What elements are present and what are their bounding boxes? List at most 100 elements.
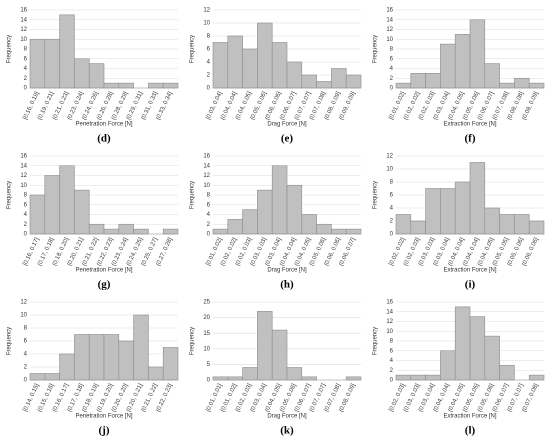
bar bbox=[316, 81, 332, 89]
y-tick-label: 2 bbox=[207, 73, 211, 79]
caption: (f) bbox=[465, 133, 476, 145]
y-tick-label: 0 bbox=[207, 378, 211, 384]
bar bbox=[410, 220, 426, 235]
x-tick-label: (0.22, 0.23] bbox=[156, 383, 174, 413]
y-tick-label: 6 bbox=[24, 339, 28, 345]
y-tick-label: 4 bbox=[207, 212, 211, 218]
bar bbox=[395, 214, 412, 235]
y-axis-label: Frequency bbox=[190, 327, 196, 355]
y-axis-label: Frequency bbox=[373, 181, 379, 209]
x-tick-label: (0.08, 0.09] bbox=[339, 383, 357, 413]
y-tick-label: 12 bbox=[386, 27, 393, 33]
y-tick-label: 16 bbox=[203, 154, 210, 160]
bar bbox=[440, 43, 456, 89]
x-tick-label: (0.09, 0.09] bbox=[339, 91, 357, 121]
y-tick-label: 16 bbox=[20, 154, 27, 160]
y-tick-label: 0 bbox=[24, 378, 28, 384]
bar bbox=[44, 373, 60, 381]
y-axis-label: Frequency bbox=[7, 327, 13, 355]
y-tick-label: 12 bbox=[203, 173, 210, 179]
y-tick-label: 16 bbox=[386, 300, 393, 306]
y-axis-label: Frequency bbox=[373, 35, 379, 63]
y-tick-label: 16 bbox=[386, 8, 393, 14]
bar bbox=[316, 223, 332, 235]
y-tick-label: 0 bbox=[390, 86, 394, 92]
y-tick-label: 14 bbox=[20, 17, 27, 23]
caption: (i) bbox=[465, 279, 476, 291]
bar bbox=[271, 329, 288, 381]
y-tick-label: 4 bbox=[24, 212, 28, 218]
y-tick-label: 6 bbox=[390, 193, 394, 199]
y-tick-label: 10 bbox=[20, 37, 27, 43]
bar bbox=[59, 165, 75, 235]
caption: (d) bbox=[97, 133, 111, 145]
y-tick-label: 0 bbox=[24, 232, 28, 238]
bar bbox=[162, 82, 179, 89]
x-axis-label: Extraction Force [N] bbox=[443, 122, 496, 128]
y-tick-label: 10 bbox=[203, 183, 210, 189]
x-axis-label: Penetration Force [N] bbox=[75, 268, 132, 274]
x-axis-label: Extraction Force [N] bbox=[443, 268, 496, 274]
bar bbox=[286, 61, 303, 89]
y-tick-label: 0 bbox=[207, 232, 211, 238]
bar bbox=[425, 374, 441, 381]
bar bbox=[88, 334, 105, 381]
bar bbox=[331, 68, 347, 89]
bar bbox=[103, 82, 120, 89]
bar bbox=[103, 228, 120, 235]
bar bbox=[118, 82, 134, 89]
y-tick-label: 10 bbox=[386, 167, 393, 173]
y-tick-label: 6 bbox=[207, 202, 211, 208]
bar bbox=[454, 181, 471, 235]
bar bbox=[331, 228, 347, 235]
x-axis-label: Penetration Force [N] bbox=[75, 414, 132, 420]
bar bbox=[212, 228, 229, 235]
bar bbox=[118, 340, 134, 381]
bar bbox=[469, 19, 486, 89]
bar bbox=[484, 207, 500, 235]
bar bbox=[425, 73, 441, 89]
bar bbox=[212, 376, 229, 381]
y-tick-label: 8 bbox=[24, 193, 28, 199]
y-axis-label: Frequency bbox=[7, 35, 13, 63]
bar bbox=[395, 374, 412, 381]
bar bbox=[59, 353, 75, 381]
x-tick-label: (0.07, 0.08] bbox=[522, 383, 540, 413]
y-tick-label: 8 bbox=[207, 34, 211, 40]
y-tick-label: 8 bbox=[390, 180, 394, 186]
y-tick-label: 2 bbox=[24, 222, 28, 228]
y-tick-label: 8 bbox=[390, 339, 394, 345]
bar bbox=[212, 42, 229, 89]
bar bbox=[88, 223, 105, 235]
bar bbox=[59, 14, 75, 89]
bar bbox=[469, 316, 486, 381]
y-tick-label: 10 bbox=[386, 37, 393, 43]
y-tick-label: 0 bbox=[24, 86, 28, 92]
bar bbox=[528, 82, 545, 89]
bar bbox=[162, 228, 179, 235]
y-tick-label: 4 bbox=[390, 206, 394, 212]
bar bbox=[162, 347, 179, 381]
bar bbox=[227, 376, 243, 381]
y-tick-label: 6 bbox=[390, 56, 394, 62]
caption: (l) bbox=[465, 425, 476, 437]
y-axis-label: Frequency bbox=[373, 327, 379, 355]
bar bbox=[271, 42, 288, 89]
y-tick-label: 8 bbox=[390, 47, 394, 53]
bar bbox=[227, 35, 243, 89]
bar bbox=[271, 165, 288, 235]
y-tick-label: 12 bbox=[20, 27, 27, 33]
y-tick-label: 12 bbox=[20, 300, 27, 306]
bar bbox=[484, 335, 500, 381]
y-tick-label: 8 bbox=[207, 193, 211, 199]
y-tick-label: 5 bbox=[207, 362, 211, 368]
bar bbox=[74, 189, 90, 235]
